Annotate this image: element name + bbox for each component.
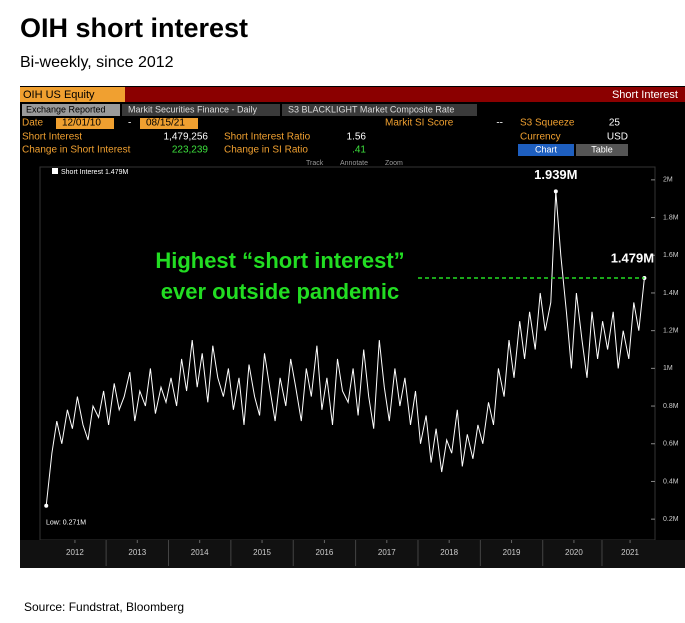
panel-bar — [125, 87, 685, 102]
x-tick-label: 2017 — [378, 548, 396, 557]
y-tick-label: 0.6M — [663, 441, 679, 448]
tab[interactable] — [22, 104, 120, 116]
field-value: 223,239 — [172, 145, 209, 156]
subtitle: Bi-weekly, since 2012 — [20, 54, 174, 71]
tab-label[interactable]: S3 BLACKLIGHT Market Composite Rate — [288, 104, 454, 114]
date-box[interactable] — [56, 118, 114, 129]
x-axis-band — [20, 540, 685, 568]
y-tick-label: 1.8M — [663, 214, 679, 221]
x-tick-label: 2021 — [621, 548, 639, 557]
series-line — [45, 191, 645, 506]
x-tick-label: 2020 — [565, 548, 583, 557]
tab-label[interactable]: Exchange Reported — [26, 104, 106, 114]
y-tick-label: 0.2M — [663, 516, 679, 523]
note: Highest “short interest” — [155, 248, 404, 273]
title: OIH short interest — [20, 13, 248, 43]
ticker: OIH US Equity — [23, 89, 95, 101]
date-sep: - — [128, 118, 131, 129]
field-label: Short Interest — [22, 132, 82, 143]
tool[interactable]: Track — [306, 160, 324, 167]
x-tick-label: 2019 — [503, 548, 521, 557]
y-tick-label: 1M — [663, 365, 673, 372]
x-tick-label: 2018 — [440, 548, 458, 557]
field-label: Date — [22, 118, 44, 129]
field-value: .41 — [352, 145, 366, 156]
table-button[interactable] — [576, 144, 628, 156]
tool[interactable]: Zoom — [385, 160, 403, 167]
source: Source: Fundstrat, Bloomberg — [24, 600, 184, 614]
tab[interactable] — [122, 104, 280, 116]
field-value: 25 — [609, 118, 621, 129]
field-value: USD — [607, 132, 628, 143]
peak-label: 1.939M — [534, 167, 577, 182]
chart-button[interactable] — [518, 144, 574, 156]
x-tick-label: 2012 — [66, 548, 84, 557]
panel-name: Short Interest — [612, 89, 678, 101]
x-tick-label: 2015 — [253, 548, 271, 557]
date-to[interactable]: 08/15/21 — [146, 118, 185, 129]
y-tick-label: 2M — [663, 177, 673, 184]
note: ever outside pandemic — [161, 279, 399, 304]
y-tick-label: 1.6M — [663, 252, 679, 259]
field-value: -- — [496, 118, 503, 129]
plot-area — [39, 166, 656, 541]
button-label[interactable]: Table — [591, 144, 613, 154]
low-point — [44, 503, 49, 508]
y-tick-label: 1.4M — [663, 290, 679, 297]
x-tick-label: 2016 — [316, 548, 334, 557]
x-tick-label: 2014 — [191, 548, 209, 557]
field-label: Change in Short Interest — [22, 145, 131, 156]
x-tick-label: 2013 — [128, 548, 146, 557]
field-value: 1.56 — [347, 132, 367, 143]
date-from[interactable]: 12/01/10 — [62, 118, 101, 129]
field-label: Markit SI Score — [385, 118, 454, 129]
legend-swatch — [52, 168, 58, 174]
field-label: S3 Squeeze — [520, 118, 575, 129]
low-label: Low: 0.271M — [46, 520, 86, 527]
y-tick-label: 0.4M — [663, 478, 679, 485]
button-label[interactable]: Chart — [535, 144, 558, 154]
field-label: Change in SI Ratio — [224, 145, 308, 156]
last-label: 1.479M — [611, 250, 654, 265]
ticker-bar — [20, 87, 125, 102]
field-label: Short Interest Ratio — [224, 132, 311, 143]
y-tick-label: 1.2M — [663, 327, 679, 334]
peak-point — [553, 189, 558, 194]
tab-label[interactable]: Markit Securities Finance - Daily — [128, 104, 258, 114]
tool[interactable]: Annotate — [340, 160, 368, 167]
legend: Short Interest 1.479M — [61, 169, 128, 176]
date-box[interactable] — [140, 118, 198, 129]
field-value: 1,479,256 — [164, 132, 209, 143]
y-tick-label: 0.8M — [663, 403, 679, 410]
field-label: Currency — [520, 132, 561, 143]
tab[interactable] — [282, 104, 477, 116]
